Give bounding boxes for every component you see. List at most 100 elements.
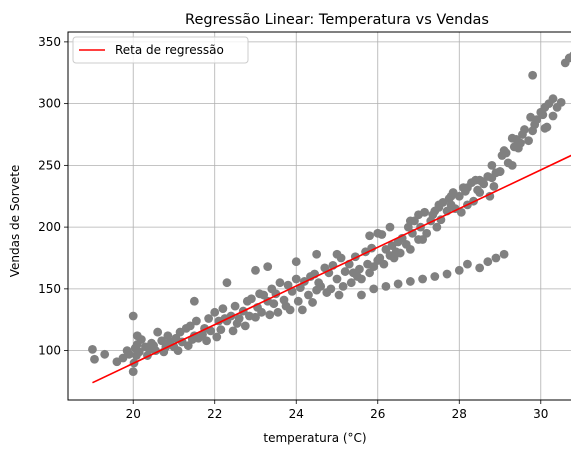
data-point [414, 210, 423, 220]
data-point [556, 97, 566, 107]
data-point [173, 346, 183, 356]
y-axis-ticks: 100 150 200 250 300 350 [38, 35, 68, 358]
data-point [430, 272, 440, 281]
data-point [395, 248, 405, 258]
data-point [499, 249, 509, 259]
data-point [251, 265, 260, 275]
data-point [191, 316, 201, 326]
data-point [385, 222, 395, 232]
data-point [216, 325, 226, 335]
data-point [381, 281, 391, 291]
data-point [88, 344, 97, 354]
data-point [367, 243, 377, 253]
data-point [405, 277, 415, 286]
data-point [491, 253, 501, 263]
data-point [346, 278, 356, 288]
y-tick-label: 150 [38, 282, 61, 296]
data-point [128, 367, 138, 376]
data-point [422, 228, 432, 238]
data-point [324, 268, 334, 278]
x-tick-label: 30 [533, 407, 548, 421]
data-point [297, 305, 307, 315]
data-point [507, 160, 517, 170]
data-point [234, 314, 244, 323]
data-point [291, 274, 301, 284]
y-tick-label: 100 [38, 344, 61, 358]
x-tick-label: 28 [452, 407, 467, 421]
data-point [538, 110, 548, 120]
data-point [247, 294, 256, 304]
data-point [405, 244, 415, 254]
x-axis-label: temperatura (°C) [263, 431, 366, 445]
y-tick-label: 350 [38, 35, 61, 49]
data-point [528, 70, 538, 80]
x-tick-label: 22 [207, 407, 222, 421]
data-point [312, 249, 322, 259]
data-point [334, 290, 344, 300]
data-point [454, 191, 464, 201]
data-point [124, 349, 134, 359]
x-axis-ticks: 20 22 24 26 28 30 [126, 400, 548, 421]
data-point [340, 267, 350, 276]
data-point [285, 305, 295, 315]
data-point [446, 191, 456, 201]
data-point [434, 200, 444, 210]
data-point [134, 347, 144, 357]
data-point [204, 314, 214, 323]
data-point [293, 296, 303, 306]
data-point [487, 160, 497, 170]
data-point [230, 301, 240, 311]
data-point [532, 115, 542, 125]
data-point [487, 173, 497, 183]
data-point [212, 332, 222, 342]
data-point [210, 307, 220, 317]
y-tick-label: 300 [38, 97, 61, 111]
data-point [456, 207, 466, 217]
data-point [316, 281, 326, 291]
data-point [483, 257, 493, 267]
data-point [251, 312, 260, 322]
data-point [202, 336, 211, 346]
data-point [151, 346, 161, 356]
data-point [100, 349, 110, 359]
data-point [206, 326, 216, 336]
data-point [540, 123, 550, 133]
data-point [418, 274, 427, 284]
data-point [332, 249, 342, 259]
data-point [495, 167, 505, 176]
plot-frame [67, 31, 571, 401]
chart-title: Regressão Linear: Temperatura vs Vendas [185, 12, 489, 28]
data-point [357, 274, 366, 284]
legend: Reta de regressão [72, 36, 249, 64]
data-point [463, 183, 472, 192]
data-point [128, 311, 138, 321]
data-point [454, 265, 464, 275]
x-tick-label: 20 [126, 407, 141, 421]
data-point [265, 310, 275, 320]
data-point [475, 175, 485, 185]
data-point [393, 279, 403, 289]
regression-line [92, 154, 571, 384]
data-point [189, 296, 199, 306]
data-point [228, 326, 238, 336]
y-tick-label: 200 [38, 220, 61, 234]
data-point [257, 307, 266, 317]
data-point [442, 269, 452, 279]
data-point [308, 298, 317, 307]
data-point [489, 181, 499, 191]
data-point [373, 228, 383, 238]
data-point [568, 51, 571, 60]
data-point [365, 231, 375, 241]
data-point [326, 284, 336, 294]
data-point [132, 331, 142, 341]
data-point [153, 327, 163, 337]
x-tick-label: 26 [370, 407, 385, 421]
data-point [379, 259, 389, 269]
data-point [355, 264, 364, 274]
data-point [516, 138, 525, 148]
data-point [185, 321, 195, 331]
data-point [405, 216, 415, 226]
data-point [548, 111, 558, 121]
data-point [524, 136, 533, 146]
data-point [463, 259, 472, 269]
